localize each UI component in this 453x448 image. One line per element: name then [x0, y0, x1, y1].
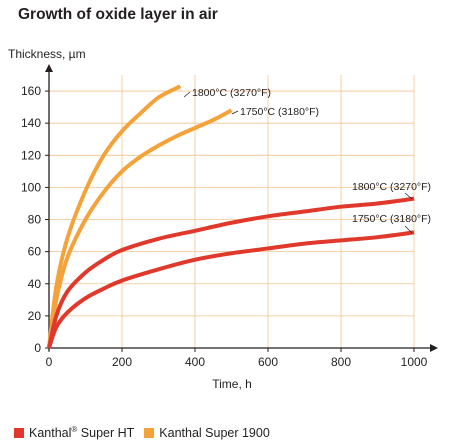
- annotation-label-2: 1800°C (3270°F): [352, 181, 431, 193]
- legend-swatch-super-1900: [144, 427, 155, 438]
- x-tick-label-400: 400: [185, 355, 205, 369]
- y-tick-label-20: 20: [28, 309, 42, 323]
- legend: Kanthal® Super HT Kanthal Super 1900: [14, 425, 280, 440]
- annotation-label-3: 1750°C (3180°F): [352, 213, 431, 225]
- gridlines: [49, 75, 415, 348]
- y-tick-label-100: 100: [21, 180, 41, 194]
- x-tick-label-0: 0: [46, 355, 53, 369]
- legend-label-super-ht: Kanthal® Super HT: [29, 425, 135, 441]
- series-annotations: 1800°C (3270°F) 1750°C (3180°F) 1800°C (32…: [183, 87, 431, 234]
- series-line-0: [47, 84, 182, 349]
- x-tick-label-200: 200: [112, 355, 132, 369]
- oxide-growth-chart: 0 20 40 60 80 100 120 140 160 0 200 400 600 800 1000 1…: [8, 47, 438, 391]
- x-tick-label-800: 800: [331, 355, 351, 369]
- y-tick-label-0: 0: [34, 341, 41, 355]
- y-tick-label-140: 140: [21, 116, 41, 130]
- x-axis-label: Time, h: [212, 377, 252, 391]
- y-axis-arrow: [45, 64, 53, 72]
- series-line-2: [47, 196, 415, 349]
- x-tick-label-600: 600: [258, 355, 278, 369]
- x-tick-label-1000: 1000: [401, 355, 428, 369]
- y-tick-label-160: 160: [21, 84, 41, 98]
- annotation-leader-1: [231, 110, 239, 115]
- legend-label-super-1900: Kanthal Super 1900: [159, 425, 270, 440]
- legend-item-super-1900: Kanthal Super 1900: [144, 426, 270, 440]
- series-line-3: [47, 230, 415, 349]
- tick-labels: 0 20 40 60 80 100 120 140 160 0 200 400 600 800 1000: [21, 84, 428, 369]
- annotation-label-1: 1750°C (3180°F): [240, 106, 319, 118]
- y-axis-label: Thickness, µm: [8, 47, 86, 61]
- axes: [45, 64, 438, 352]
- y-tick-label-120: 120: [21, 148, 41, 162]
- y-tick-label-60: 60: [28, 245, 42, 259]
- y-tick-label-40: 40: [28, 277, 42, 291]
- annotation-label-0: 1800°C (3270°F): [192, 87, 271, 99]
- legend-swatch-super-ht: [14, 427, 24, 438]
- y-tick-label-80: 80: [28, 213, 42, 227]
- annotation-leader-2: [404, 192, 413, 200]
- annotation-leader-0: [183, 91, 191, 98]
- chart-title: Growth of oxide layer in air: [18, 6, 218, 23]
- annotation-leader-3: [404, 225, 413, 234]
- series-line-1: [47, 108, 233, 349]
- x-axis-arrow: [430, 344, 438, 352]
- series-lines: [47, 84, 415, 349]
- legend-item-super-ht: Kanthal® Super HT: [14, 425, 134, 440]
